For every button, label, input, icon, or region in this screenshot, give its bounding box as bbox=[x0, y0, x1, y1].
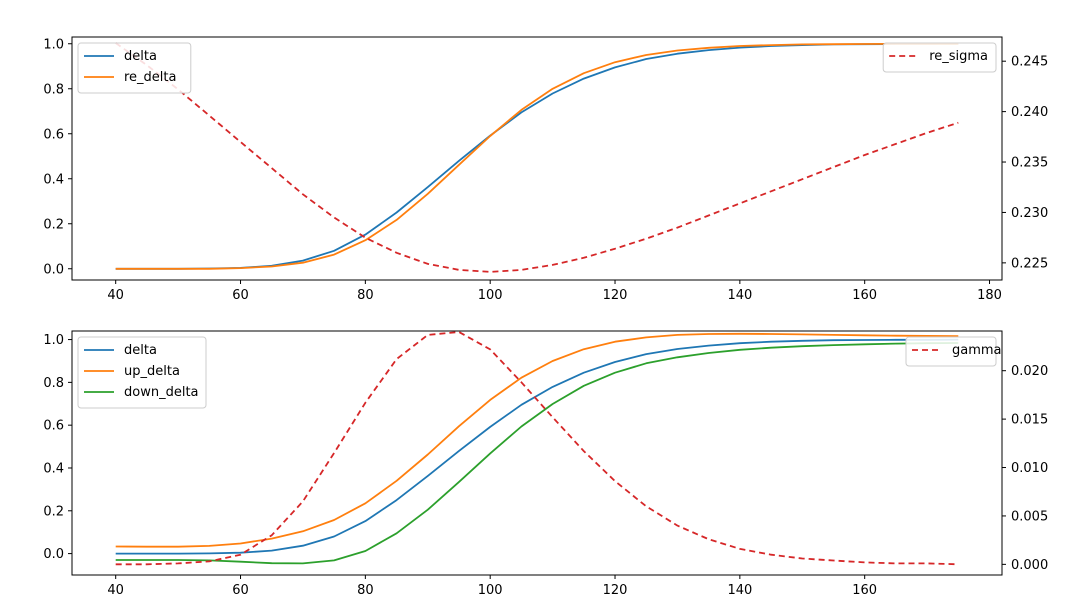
x-tick-label: 100 bbox=[478, 583, 503, 598]
y2-tick-label: 0.015 bbox=[1011, 413, 1048, 428]
legend-box bbox=[77, 336, 207, 409]
y-tick-label: 0.2 bbox=[43, 217, 64, 232]
x-tick-label: 160 bbox=[852, 583, 877, 598]
y-tick-label: 0.8 bbox=[43, 376, 64, 391]
x-tick-label: 140 bbox=[727, 288, 752, 303]
x-tick-label: 140 bbox=[727, 583, 752, 598]
legend: delta re_delta bbox=[77, 42, 192, 94]
y2-tick-label: 0.225 bbox=[1011, 256, 1048, 271]
axes-frame bbox=[71, 330, 1003, 576]
series-line-re_sigma bbox=[115, 42, 959, 273]
y-tick-label: 0.4 bbox=[43, 461, 64, 476]
y-tick-label: 0.4 bbox=[43, 172, 64, 187]
series-line-gamma bbox=[115, 331, 959, 566]
y2-tick-label: 0.245 bbox=[1011, 55, 1048, 70]
x-tick-label: 60 bbox=[232, 288, 249, 303]
y2-tick-label: 0.000 bbox=[1011, 558, 1048, 573]
y-tick-label: 1.0 bbox=[43, 37, 64, 52]
x-tick-label: 80 bbox=[357, 288, 374, 303]
x-tick-label: 180 bbox=[977, 288, 1002, 303]
series-line-down_delta bbox=[115, 342, 959, 565]
chart-1: 40 60 80 100 120 140 160 180 0.0 0.2 0.4 0.6 0.8 1.0 0… bbox=[43, 36, 1048, 303]
legend-label: delta bbox=[124, 343, 157, 358]
legend-label: delta bbox=[124, 49, 157, 64]
legend: re_sigma bbox=[882, 42, 997, 73]
y-tick-label: 0.2 bbox=[43, 504, 64, 519]
x-tick-label: 160 bbox=[852, 288, 877, 303]
y-tick-label: 0.6 bbox=[43, 419, 64, 434]
y-tick-label: 0.8 bbox=[43, 82, 64, 97]
y2-tick-label: 0.230 bbox=[1011, 206, 1048, 221]
legend-label: up_delta bbox=[124, 364, 180, 379]
series-line-up_delta bbox=[115, 332, 959, 548]
legend-label: re_delta bbox=[124, 70, 176, 85]
series-line-delta bbox=[115, 338, 959, 555]
x-tick-label: 60 bbox=[232, 583, 249, 598]
axes-frame bbox=[71, 36, 1003, 281]
y2-tick-label: 0.005 bbox=[1011, 509, 1048, 524]
y-tick-label: 1.0 bbox=[43, 333, 64, 348]
y-tick-label: 0.6 bbox=[43, 127, 64, 142]
legend-box bbox=[882, 42, 997, 73]
legend: delta up_delta down_delta bbox=[77, 336, 207, 409]
y2-tick-label: 0.020 bbox=[1011, 364, 1048, 379]
y-tick-label: 0.0 bbox=[43, 547, 64, 562]
legend-label: down_delta bbox=[124, 385, 199, 400]
x-tick-label: 120 bbox=[603, 583, 628, 598]
series-line-re_delta bbox=[115, 42, 959, 270]
x-tick-label: 80 bbox=[357, 583, 374, 598]
legend-label: re_sigma bbox=[929, 49, 988, 64]
legend-box bbox=[905, 336, 997, 367]
y2-tick-label: 0.240 bbox=[1011, 105, 1048, 120]
legend: gamma bbox=[905, 336, 1002, 367]
y-tick-label: 0.0 bbox=[43, 262, 64, 277]
x-tick-label: 40 bbox=[107, 288, 124, 303]
x-tick-label: 100 bbox=[478, 288, 503, 303]
x-tick-label: 40 bbox=[107, 583, 124, 598]
legend-label: gamma bbox=[952, 343, 1002, 358]
y2-tick-label: 0.010 bbox=[1011, 461, 1048, 476]
chart-2: 40 60 80 100 120 140 160 0.0 0.2 0.4 0.6 0.8 1.0 0.00… bbox=[43, 330, 1048, 598]
y2-tick-label: 0.235 bbox=[1011, 156, 1048, 171]
x-tick-label: 120 bbox=[603, 288, 628, 303]
